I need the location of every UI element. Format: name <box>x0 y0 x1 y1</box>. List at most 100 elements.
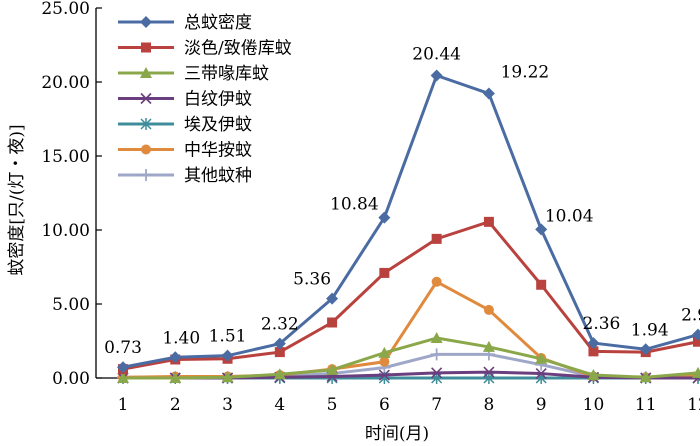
data-point <box>639 343 652 356</box>
data-labels: 0.73 1.40 1.51 2.32 5.36 10.84 20.44 19.22 10.04… <box>104 44 700 358</box>
data-point <box>483 366 495 378</box>
x-tick-label: 1 <box>118 395 129 415</box>
legend-label: 白纹伊蚊 <box>184 90 252 110</box>
y-tick-label: 0.00 <box>52 369 90 389</box>
series-line <box>122 73 699 369</box>
legend-label: 其他蚊种 <box>184 166 252 186</box>
data-label: 5.36 <box>293 270 331 290</box>
x-tick-label: 8 <box>483 395 494 415</box>
data-point <box>378 211 391 224</box>
data-point <box>692 328 700 341</box>
data-label: 10.04 <box>545 206 594 226</box>
data-point <box>221 349 234 362</box>
legend-label: 淡色/致倦库蚊 <box>184 39 292 59</box>
data-point <box>273 337 286 350</box>
data-point <box>482 340 495 352</box>
y-tick-label: 25.00 <box>41 0 90 19</box>
x-tick-label: 9 <box>536 395 547 415</box>
legend-label: 埃及伊蚊 <box>184 115 252 135</box>
data-point <box>140 92 152 105</box>
data-point <box>482 87 495 100</box>
x-tick-label: 5 <box>327 395 338 415</box>
data-label: 19.22 <box>501 63 550 83</box>
data-point <box>483 216 494 227</box>
y-tick-label: 20.00 <box>41 73 90 93</box>
data-point <box>535 352 548 364</box>
legend-item: 中华按蚊 <box>118 141 252 161</box>
data-label: 2.32 <box>261 315 299 335</box>
data-point <box>378 346 391 358</box>
legend-item: 埃及伊蚊 <box>118 115 252 135</box>
data-label: 20.44 <box>412 44 461 64</box>
data-point <box>379 356 390 367</box>
data-point <box>378 369 390 381</box>
data-point <box>587 337 600 350</box>
x-tick-label: 3 <box>222 395 233 415</box>
legend-item: 三带喙库蚊 <box>118 64 269 84</box>
x-tick-label: 4 <box>274 395 285 415</box>
legend-item: 总蚊密度 <box>118 13 252 33</box>
data-point <box>274 347 285 358</box>
data-point <box>588 346 599 357</box>
data-point <box>117 361 129 374</box>
legend-item: 淡色/致倦库蚊 <box>118 39 292 59</box>
y-ticks: 0.00 5.00 10.00 15.00 20.00 25.00 <box>41 0 102 389</box>
data-point <box>141 144 151 155</box>
series-line <box>123 336 699 380</box>
legend-item: 其他蚊种 <box>118 166 252 186</box>
series-2 <box>117 332 700 383</box>
x-tick-label: 11 <box>635 395 657 415</box>
y-tick-label: 15.00 <box>41 147 90 167</box>
data-label: 1.94 <box>631 320 669 340</box>
data-point <box>431 367 443 379</box>
data-point <box>169 372 182 383</box>
legend-label: 中华按蚊 <box>184 141 252 161</box>
series-layer <box>117 69 700 384</box>
data-point <box>430 332 443 344</box>
y-tick-label: 5.00 <box>52 295 90 315</box>
data-point <box>535 367 547 380</box>
x-tick-label: 7 <box>431 395 442 415</box>
x-tick-label: 6 <box>379 395 390 415</box>
legend-item: 白纹伊蚊 <box>118 90 252 110</box>
data-point <box>430 69 443 82</box>
data-point <box>140 16 152 28</box>
x-tick-label: 2 <box>170 395 181 415</box>
data-label: 10.84 <box>330 195 379 215</box>
data-point <box>140 118 152 130</box>
data-point <box>536 279 547 290</box>
data-label: 2.36 <box>583 314 621 334</box>
data-point <box>379 267 390 278</box>
series-0 <box>117 69 700 374</box>
data-point <box>587 369 600 381</box>
data-point <box>431 276 442 287</box>
data-point <box>273 368 286 380</box>
data-point <box>430 348 443 361</box>
data-point <box>140 67 152 78</box>
data-point <box>117 372 129 383</box>
x-tick-label: 12 <box>687 395 700 415</box>
series-1 <box>118 216 700 375</box>
series-line <box>122 220 699 371</box>
data-point <box>140 169 152 181</box>
data-point <box>141 42 151 53</box>
data-point <box>693 336 700 347</box>
data-label: 2.93 <box>681 306 700 326</box>
data-point <box>639 371 652 383</box>
data-point <box>221 371 234 383</box>
data-point <box>431 233 442 244</box>
data-point <box>326 363 339 375</box>
legend-label: 三带喙库蚊 <box>184 64 269 84</box>
data-label: 1.51 <box>209 327 247 347</box>
data-point <box>326 292 339 305</box>
data-point <box>327 317 338 328</box>
y-tick-label: 10.00 <box>41 221 90 241</box>
x-tick-label: 10 <box>583 395 605 415</box>
data-point <box>692 366 700 378</box>
y-axis-title: 蚊密度[只/(灯・夜)] <box>7 124 27 275</box>
legend-label: 总蚊密度 <box>184 13 252 33</box>
data-label: 1.40 <box>162 328 200 348</box>
data-point <box>535 223 548 236</box>
